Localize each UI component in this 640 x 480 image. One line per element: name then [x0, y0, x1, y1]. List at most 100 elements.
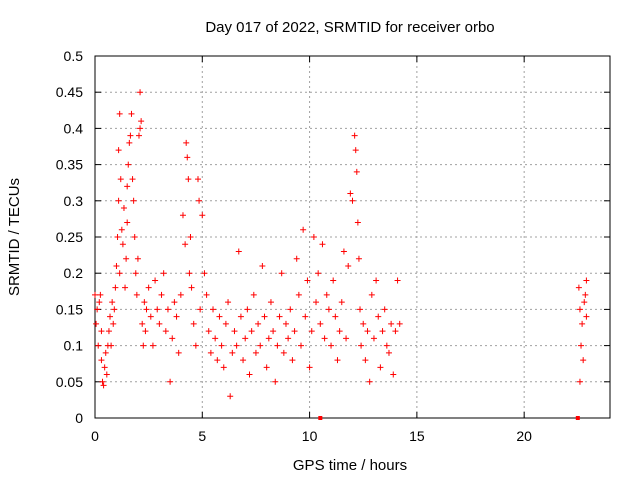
data-point — [94, 306, 101, 313]
data-point — [289, 357, 296, 364]
data-point — [142, 328, 149, 335]
data-point — [272, 378, 279, 385]
data-point — [242, 335, 249, 342]
data-point — [352, 147, 359, 154]
data-point — [261, 313, 268, 320]
data-point — [98, 357, 105, 364]
data-point — [156, 320, 163, 327]
data-point — [138, 118, 145, 125]
grid — [95, 56, 610, 418]
data-point — [313, 299, 320, 306]
data-point — [244, 306, 251, 313]
data-point — [302, 313, 309, 320]
data-point — [152, 277, 159, 284]
data-point — [95, 342, 102, 349]
data-point — [287, 306, 294, 313]
y-tick-label: 0.45 — [56, 84, 83, 100]
chart-title: Day 017 of 2022, SRMTID for receiver orb… — [205, 19, 494, 36]
data-point — [240, 357, 247, 364]
data-point — [319, 241, 326, 248]
data-point — [92, 291, 98, 298]
data-point — [332, 313, 339, 320]
data-point — [379, 328, 386, 335]
data-point — [137, 89, 144, 96]
data-point — [357, 306, 364, 313]
data-point — [114, 234, 121, 240]
data-point — [582, 291, 589, 298]
data-point — [195, 176, 201, 183]
data-point — [162, 328, 169, 335]
axis-marker — [318, 416, 323, 420]
data-point — [580, 357, 587, 364]
data-point — [325, 306, 332, 313]
data-point — [127, 132, 134, 139]
data-point — [237, 313, 244, 320]
data-point — [383, 342, 390, 349]
data-point — [295, 291, 302, 298]
data-point — [103, 371, 110, 378]
data-point — [227, 393, 234, 400]
data-point — [109, 299, 116, 306]
data-point — [128, 110, 135, 117]
data-point — [130, 197, 137, 204]
data-point — [229, 349, 236, 356]
data-point — [360, 320, 367, 327]
y-tick-label: 0.05 — [56, 374, 83, 390]
y-tick-label: 0.2 — [64, 265, 84, 281]
data-point — [373, 277, 380, 284]
data-point — [158, 291, 165, 298]
data-point — [113, 262, 120, 269]
data-point — [394, 277, 401, 284]
data-point — [205, 328, 212, 335]
data-point — [140, 342, 147, 349]
data-point — [267, 299, 274, 306]
data-point — [143, 306, 150, 313]
y-tick-label: 0.5 — [64, 48, 84, 64]
data-point — [137, 125, 144, 132]
data-point — [131, 234, 138, 240]
data-point — [222, 320, 229, 327]
data-point — [576, 306, 583, 313]
data-point — [192, 342, 199, 349]
data-point — [210, 306, 217, 313]
data-point — [315, 270, 322, 277]
data-point — [110, 320, 117, 327]
data-point — [370, 335, 377, 342]
data-point — [160, 270, 167, 277]
data-point — [293, 255, 300, 262]
data-point — [225, 299, 232, 306]
data-point — [167, 378, 174, 385]
data-point — [274, 342, 281, 349]
data-point — [583, 313, 590, 320]
data-point — [270, 328, 277, 335]
data-point — [355, 255, 362, 262]
data-point — [201, 270, 208, 277]
data-point — [186, 270, 193, 277]
data-point — [207, 349, 214, 356]
data-point — [385, 349, 392, 356]
data-point — [139, 320, 146, 327]
x-axis: 0 5 10 15 20 — [91, 56, 532, 444]
data-point — [345, 262, 352, 269]
data-point — [122, 284, 129, 291]
data-point — [118, 226, 125, 233]
data-point — [576, 378, 583, 385]
data-point — [173, 313, 180, 320]
data-point — [276, 313, 283, 320]
data-points — [92, 89, 590, 400]
data-point — [330, 277, 337, 284]
data-point — [578, 342, 585, 349]
data-point — [396, 320, 403, 327]
data-point — [149, 342, 156, 349]
data-point — [135, 132, 142, 139]
data-point — [185, 176, 192, 183]
data-point — [179, 212, 186, 219]
data-point — [216, 313, 223, 320]
y-tick-label: 0.4 — [64, 120, 84, 136]
data-point — [353, 168, 360, 175]
data-point — [175, 349, 182, 356]
data-point — [124, 219, 131, 226]
data-point — [196, 197, 203, 204]
data-point — [197, 306, 204, 313]
data-point — [304, 277, 311, 284]
